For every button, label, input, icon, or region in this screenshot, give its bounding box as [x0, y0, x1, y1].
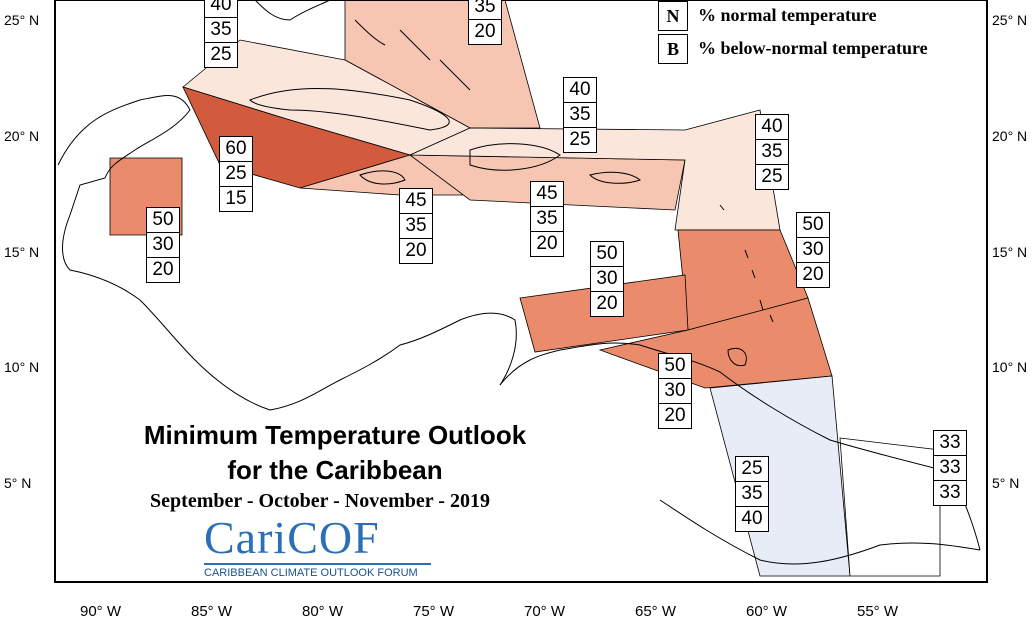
caricof-logo-name: CariCOF: [204, 512, 380, 563]
prob-value: 25: [569, 129, 591, 150]
prob-value: 30: [659, 379, 691, 404]
prob-value: 35: [205, 18, 237, 43]
prob-box-french-guiana: 33 33 33: [933, 430, 967, 506]
legend-label-normal: % normal temperature: [698, 5, 877, 25]
prob-value: 45: [400, 189, 432, 214]
prob-value: 35: [736, 482, 768, 507]
prob-value: 35: [469, 0, 501, 20]
lon-label-70: 70° W: [524, 603, 566, 620]
lon-label-75: 75° W: [413, 603, 455, 620]
caricof-logo: CariCOF CARIBBEAN CLIMATE OUTLOOK FORUM: [204, 515, 431, 579]
prob-value: 25: [761, 166, 783, 187]
prob-value: 25: [220, 162, 252, 187]
lat-label-5-right: 5° N: [992, 475, 1020, 491]
lon-label-55: 55° W: [857, 603, 899, 620]
prob-value: 20: [536, 233, 558, 254]
prob-value: 33: [939, 482, 961, 503]
prob-value: 50: [797, 213, 829, 238]
map-title-line2: for the Caribbean: [227, 455, 443, 485]
caricof-logo-tagline: CARIBBEAN CLIMATE OUTLOOK FORUM: [204, 563, 431, 579]
prob-value: 25: [736, 457, 768, 482]
lat-label-20-right: 20° N: [992, 128, 1028, 144]
prob-value: 35: [756, 140, 788, 165]
legend-key-n: N: [658, 1, 688, 31]
lat-label-25-left: 25° N: [4, 12, 40, 28]
prob-box-guyana: 25 35 40: [735, 456, 769, 532]
prob-value: 40: [205, 0, 237, 18]
legend-key-b: B: [658, 34, 688, 64]
prob-value: 33: [934, 431, 966, 456]
lat-label-5-left: 5° N: [4, 475, 32, 491]
prob-value: 20: [405, 240, 427, 261]
prob-value: 20: [596, 293, 618, 314]
prob-value: 35: [531, 207, 563, 232]
prob-value: 30: [797, 238, 829, 263]
lat-label-15-right: 15° N: [992, 244, 1028, 260]
prob-box-belize: 50 30 20: [146, 207, 180, 283]
prob-value: 20: [802, 264, 824, 285]
prob-box-hispaniola: 45 35 20: [530, 181, 564, 257]
prob-box-windwards: 50 30 20: [796, 212, 830, 288]
prob-box-trinidad-tobago: 50 30 20: [658, 353, 692, 429]
prob-box-bahamas: 35 20: [468, 0, 502, 45]
legend-label-below: % below-normal temperature: [698, 38, 928, 58]
prob-box-abc-islands: 50 30 20: [590, 241, 624, 317]
prob-value: 25: [210, 44, 232, 65]
prob-box-cayman-west: 60 25 15: [219, 136, 253, 212]
prob-value: 50: [147, 208, 179, 233]
prob-value: 40: [741, 508, 763, 529]
prob-value: 50: [659, 354, 691, 379]
prob-value: 60: [220, 137, 252, 162]
lon-label-90: 90° W: [80, 603, 122, 620]
lon-label-65: 65° W: [635, 603, 677, 620]
region-guyana: [709, 375, 851, 577]
region-french-guiana: [839, 437, 941, 577]
lat-label-15-left: 15° N: [4, 244, 40, 260]
prob-box-cuba-southeast: 40 35 25: [563, 77, 597, 153]
prob-value: 40: [756, 115, 788, 140]
prob-box-jamaica: 45 35 20: [399, 188, 433, 264]
prob-value: 35: [564, 103, 596, 128]
map-title-line1: Minimum Temperature Outlook: [143, 420, 527, 450]
prob-value: 30: [591, 267, 623, 292]
prob-value: 20: [474, 21, 496, 42]
lat-label-10-left: 10° N: [4, 359, 40, 375]
prob-value: 50: [591, 242, 623, 267]
prob-value: 20: [152, 259, 174, 280]
prob-value: 20: [664, 405, 686, 426]
lat-label-25-right: 25° N: [992, 12, 1028, 28]
lon-label-60: 60° W: [746, 603, 788, 620]
prob-box-northern-bahamas-west: 40 35 25: [204, 0, 238, 68]
lon-label-80: 80° W: [302, 603, 344, 620]
prob-value: 30: [147, 233, 179, 258]
prob-value: 33: [934, 456, 966, 481]
prob-value: 40: [564, 78, 596, 103]
prob-value: 45: [531, 182, 563, 207]
lat-label-10-right: 10° N: [992, 359, 1028, 375]
prob-value: 15: [225, 188, 247, 209]
lat-label-20-left: 20° N: [4, 128, 40, 144]
prob-box-northern-leewards: 40 35 25: [755, 114, 789, 190]
lon-label-85: 85° W: [191, 603, 233, 620]
prob-value: 35: [400, 214, 432, 239]
map-subtitle: September - October - November - 2019: [150, 490, 490, 512]
